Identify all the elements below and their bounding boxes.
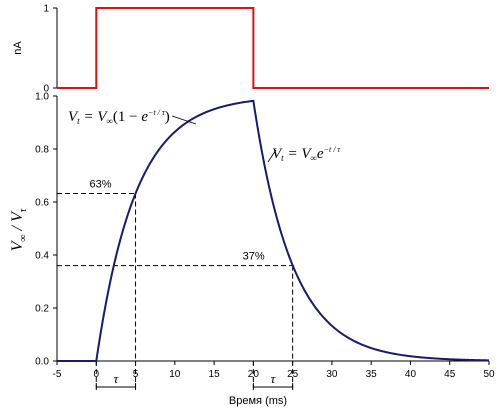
- voltage-y-tick-label-3: 0.6: [35, 198, 49, 209]
- voltage-y-tick-label-1: 0.2: [35, 304, 49, 315]
- stimulus-y-tick-label-0: 0: [43, 84, 49, 95]
- annotation-tau-decay: τ: [271, 371, 277, 386]
- voltage-x-tick-label-7: 30: [326, 369, 338, 380]
- decay-eq-e: e: [317, 146, 324, 162]
- voltage-panel: 0.0 0.2 0.4 0.6 0.8 1.0 -5 0 5 10 15 20 25 30 35 40 45 5…: [9, 92, 495, 408]
- voltage-x-tick-label-9: 40: [405, 369, 417, 380]
- decay-eq-rhs: V: [301, 146, 312, 162]
- stimulus-panel: 01 nA: [12, 4, 489, 95]
- voltage-x-tick-label-6: 25: [287, 369, 299, 380]
- decay-eq-lhs-sub: t: [281, 153, 284, 163]
- voltage-x-ticks: -5 0 5 10 15 20 25 30 35 40 45 50: [53, 361, 495, 380]
- annotation-37-percent: 37%: [243, 251, 265, 263]
- voltage-y-tick-label-2: 0.4: [35, 251, 49, 262]
- stimulus-y-tick-label-1: 1: [43, 4, 49, 15]
- voltage-x-tick-label-11: 50: [483, 369, 495, 380]
- stimulus-y-ticks: 01: [43, 4, 57, 95]
- rise-eq-lhs-sub: t: [77, 116, 80, 126]
- rise-eq-exp: −t / τ: [148, 108, 166, 117]
- ylabel-v2: V: [9, 210, 26, 222]
- ylabel-slash: /: [9, 222, 26, 234]
- decay-equation: Vt = V∞e−t / τ: [272, 145, 341, 163]
- decay-eq-equals: =: [284, 146, 302, 162]
- ylabel-sub2: τ: [18, 208, 29, 212]
- rise-equation: Vt = V∞(1 − e−t / τ): [68, 108, 170, 126]
- voltage-x-tick-label-4: 15: [209, 369, 221, 380]
- voltage-x-tick-label-8: 35: [366, 369, 378, 380]
- stimulus-series-line: [57, 7, 489, 89]
- voltage-y-tick-label-5: 1.0: [35, 92, 49, 103]
- voltage-x-tick-label-10: 45: [444, 369, 456, 380]
- rise-eq-rhs: V: [97, 109, 108, 125]
- voltage-x-tick-label-0: -5: [53, 369, 62, 380]
- tau-guide-lines: [57, 193, 294, 391]
- voltage-x-tick-label-5: 20: [248, 369, 260, 380]
- voltage-y-axis-label: V∞ / Vτ: [9, 208, 29, 251]
- rise-eq-e: e: [141, 109, 148, 125]
- ylabel-sub1: ∞: [18, 234, 29, 241]
- tau-bracket-rise: [95, 383, 137, 388]
- rise-eq-lhs: V: [68, 109, 79, 125]
- decay-eq-lhs: V: [272, 146, 283, 162]
- voltage-x-tick-label-3: 10: [169, 369, 181, 380]
- rise-eq-paren-open: (1 −: [113, 109, 141, 125]
- rise-eq-rhs-sub: ∞: [106, 116, 112, 126]
- rise-equation-leader: [171, 115, 197, 125]
- decay-equation-leader: [267, 149, 277, 163]
- voltage-y-tick-label-0: 0.0: [35, 357, 49, 368]
- tau-bracket-decay: [252, 383, 294, 388]
- rise-eq-equals: =: [80, 109, 98, 125]
- voltage-x-tick-label-1: 0: [93, 369, 99, 380]
- ylabel-v1: V: [9, 239, 26, 251]
- annotation-tau-rise: τ: [114, 371, 120, 386]
- voltage-x-tick-label-2: 5: [133, 369, 139, 380]
- voltage-y-tick-label-4: 0.8: [35, 145, 49, 156]
- rise-eq-paren-close: ): [165, 109, 170, 125]
- voltage-x-axis-label: Время (ms): [229, 395, 287, 407]
- voltage-y-ticks: 0.0 0.2 0.4 0.6 0.8 1.0: [35, 92, 57, 368]
- decay-eq-rhs-sub: ∞: [310, 153, 316, 163]
- decay-eq-exp: −t / τ: [324, 145, 342, 154]
- stimulus-y-axis-label: nA: [12, 41, 24, 55]
- voltage-series-line: [57, 99, 490, 362]
- annotation-63-percent: 63%: [90, 179, 112, 191]
